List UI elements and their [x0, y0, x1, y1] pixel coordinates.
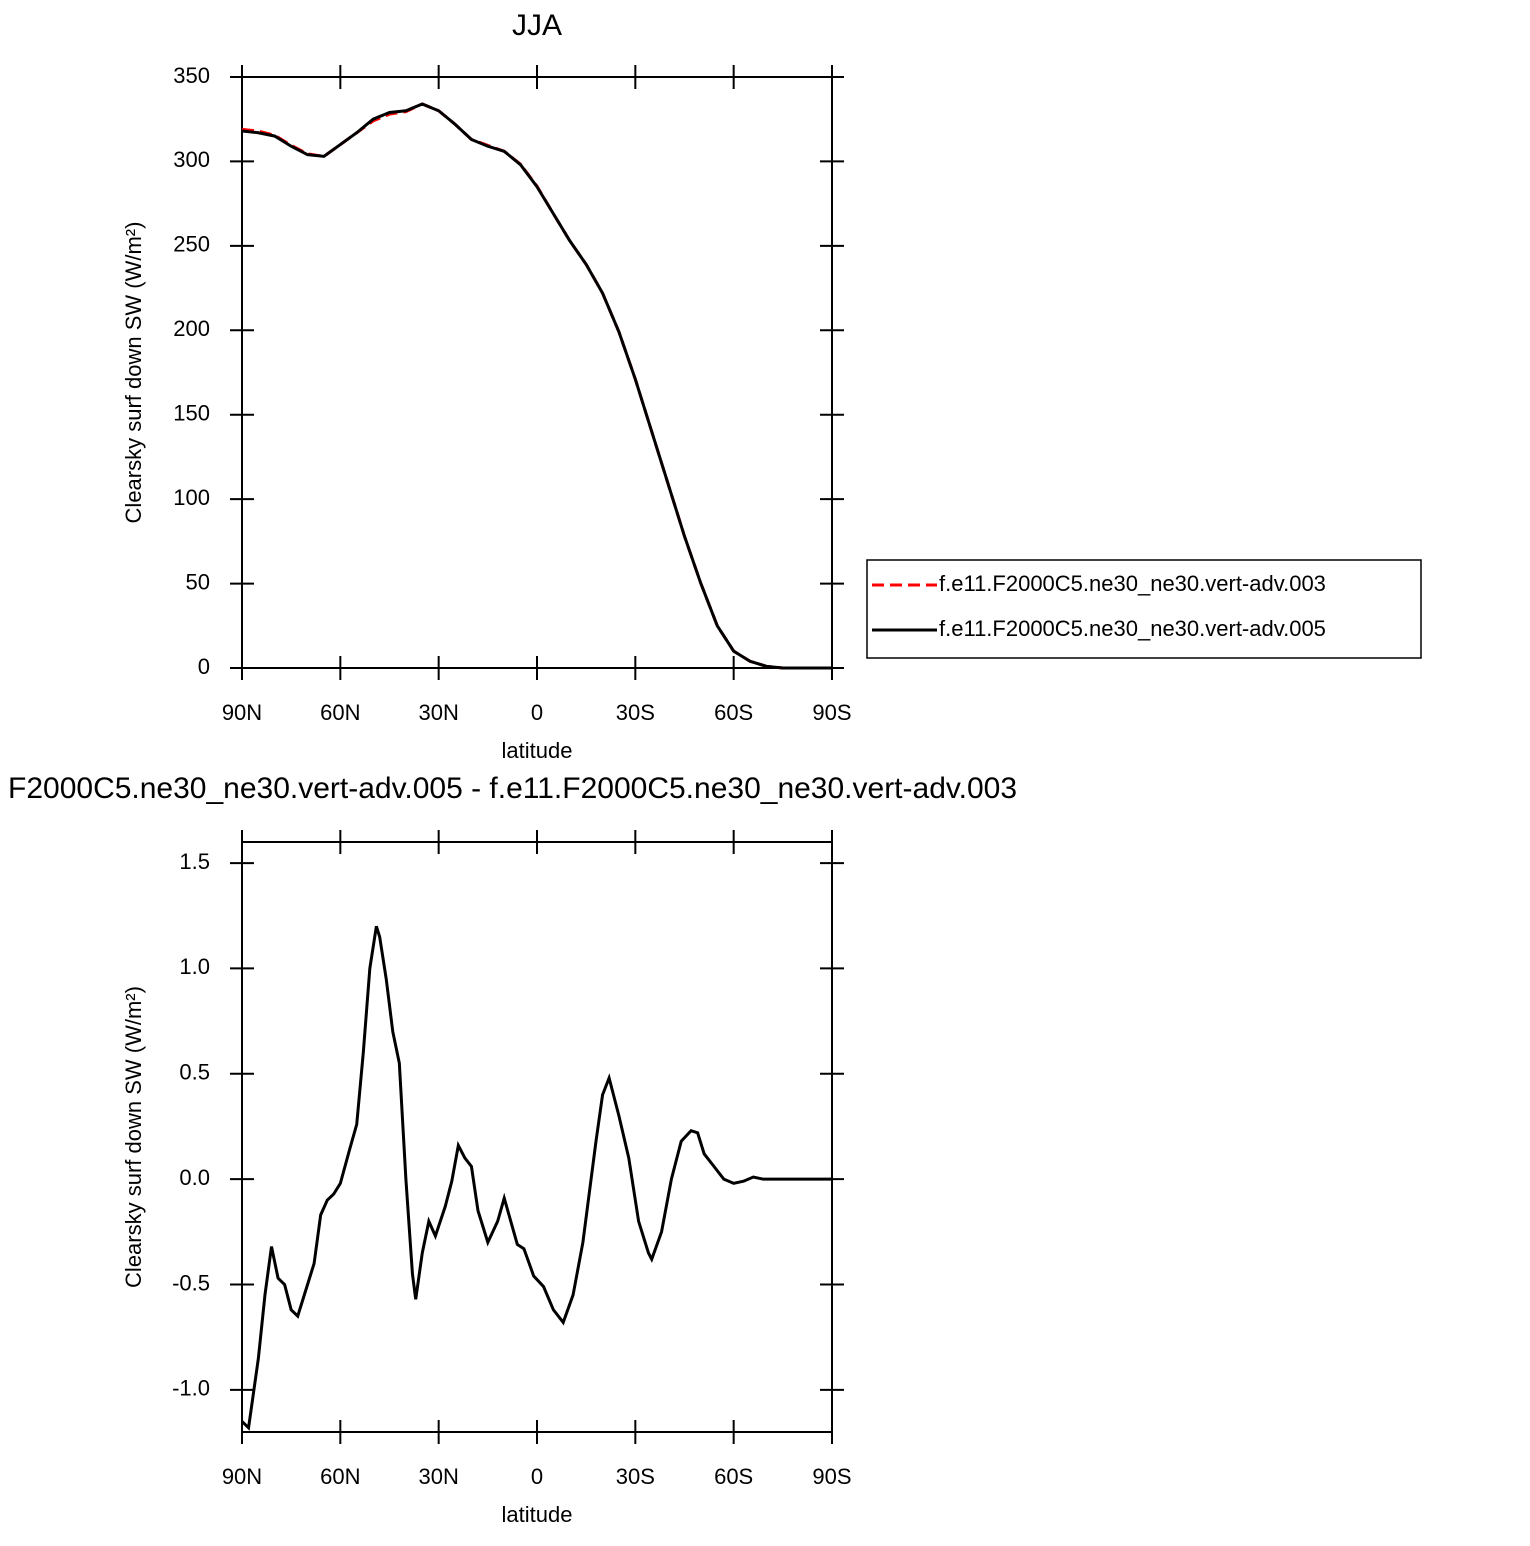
y-tick-label: -1.0: [172, 1376, 210, 1401]
legend-box: [866, 559, 1422, 659]
data-line: [240, 925, 832, 1431]
legend-label: f.e11.F2000C5.ne30_ne30.vert-adv.005: [939, 616, 1326, 641]
y-tick-label: -0.5: [172, 1270, 210, 1295]
x-tick-label: 30N: [418, 1464, 458, 1489]
x-tick-label: 90S: [812, 1464, 851, 1489]
x-tick-label: 60S: [714, 700, 753, 725]
x-axis-label: latitude: [502, 1502, 573, 1527]
y-tick-label: 250: [173, 232, 210, 257]
y-tick-label: 150: [173, 401, 210, 426]
y-tick-label: 0.5: [179, 1060, 210, 1085]
x-tick-label: 90S: [812, 700, 851, 725]
y-tick-label: 1.5: [179, 849, 210, 874]
legend-label: f.e11.F2000C5.ne30_ne30.vert-adv.003: [939, 571, 1326, 596]
x-tick-label: 60N: [320, 700, 360, 725]
x-tick-label: 0: [531, 700, 543, 725]
x-tick-label: 60S: [714, 1464, 753, 1489]
y-axis-label: Clearsky surf down SW (W/m²): [121, 222, 146, 524]
y-tick-label: 350: [173, 63, 210, 88]
plot-frame: [241, 76, 833, 669]
x-tick-label: 90N: [222, 1464, 262, 1489]
y-tick-label: 0.0: [179, 1165, 210, 1190]
chart-title: F2000C5.ne30_ne30.vert-adv.005 - f.e11.F…: [8, 772, 1017, 805]
x-axis-label: latitude: [502, 738, 573, 763]
x-tick-label: 30S: [616, 700, 655, 725]
chart-title: JJA: [512, 9, 562, 42]
x-tick-label: 0: [531, 1464, 543, 1489]
y-tick-label: 200: [173, 316, 210, 341]
y-tick-label: 100: [173, 485, 210, 510]
x-tick-label: 60N: [320, 1464, 360, 1489]
y-tick-label: 1.0: [179, 954, 210, 979]
y-tick-label: 300: [173, 147, 210, 172]
x-tick-label: 30S: [616, 1464, 655, 1489]
y-tick-label: 50: [186, 569, 210, 594]
y-tick-label: 0: [198, 654, 210, 679]
data-line: [241, 102, 832, 670]
x-tick-label: 30N: [418, 700, 458, 725]
plot-frame: [241, 841, 833, 1433]
y-axis-label: Clearsky surf down SW (W/m²): [121, 986, 146, 1288]
x-tick-label: 90N: [222, 700, 262, 725]
